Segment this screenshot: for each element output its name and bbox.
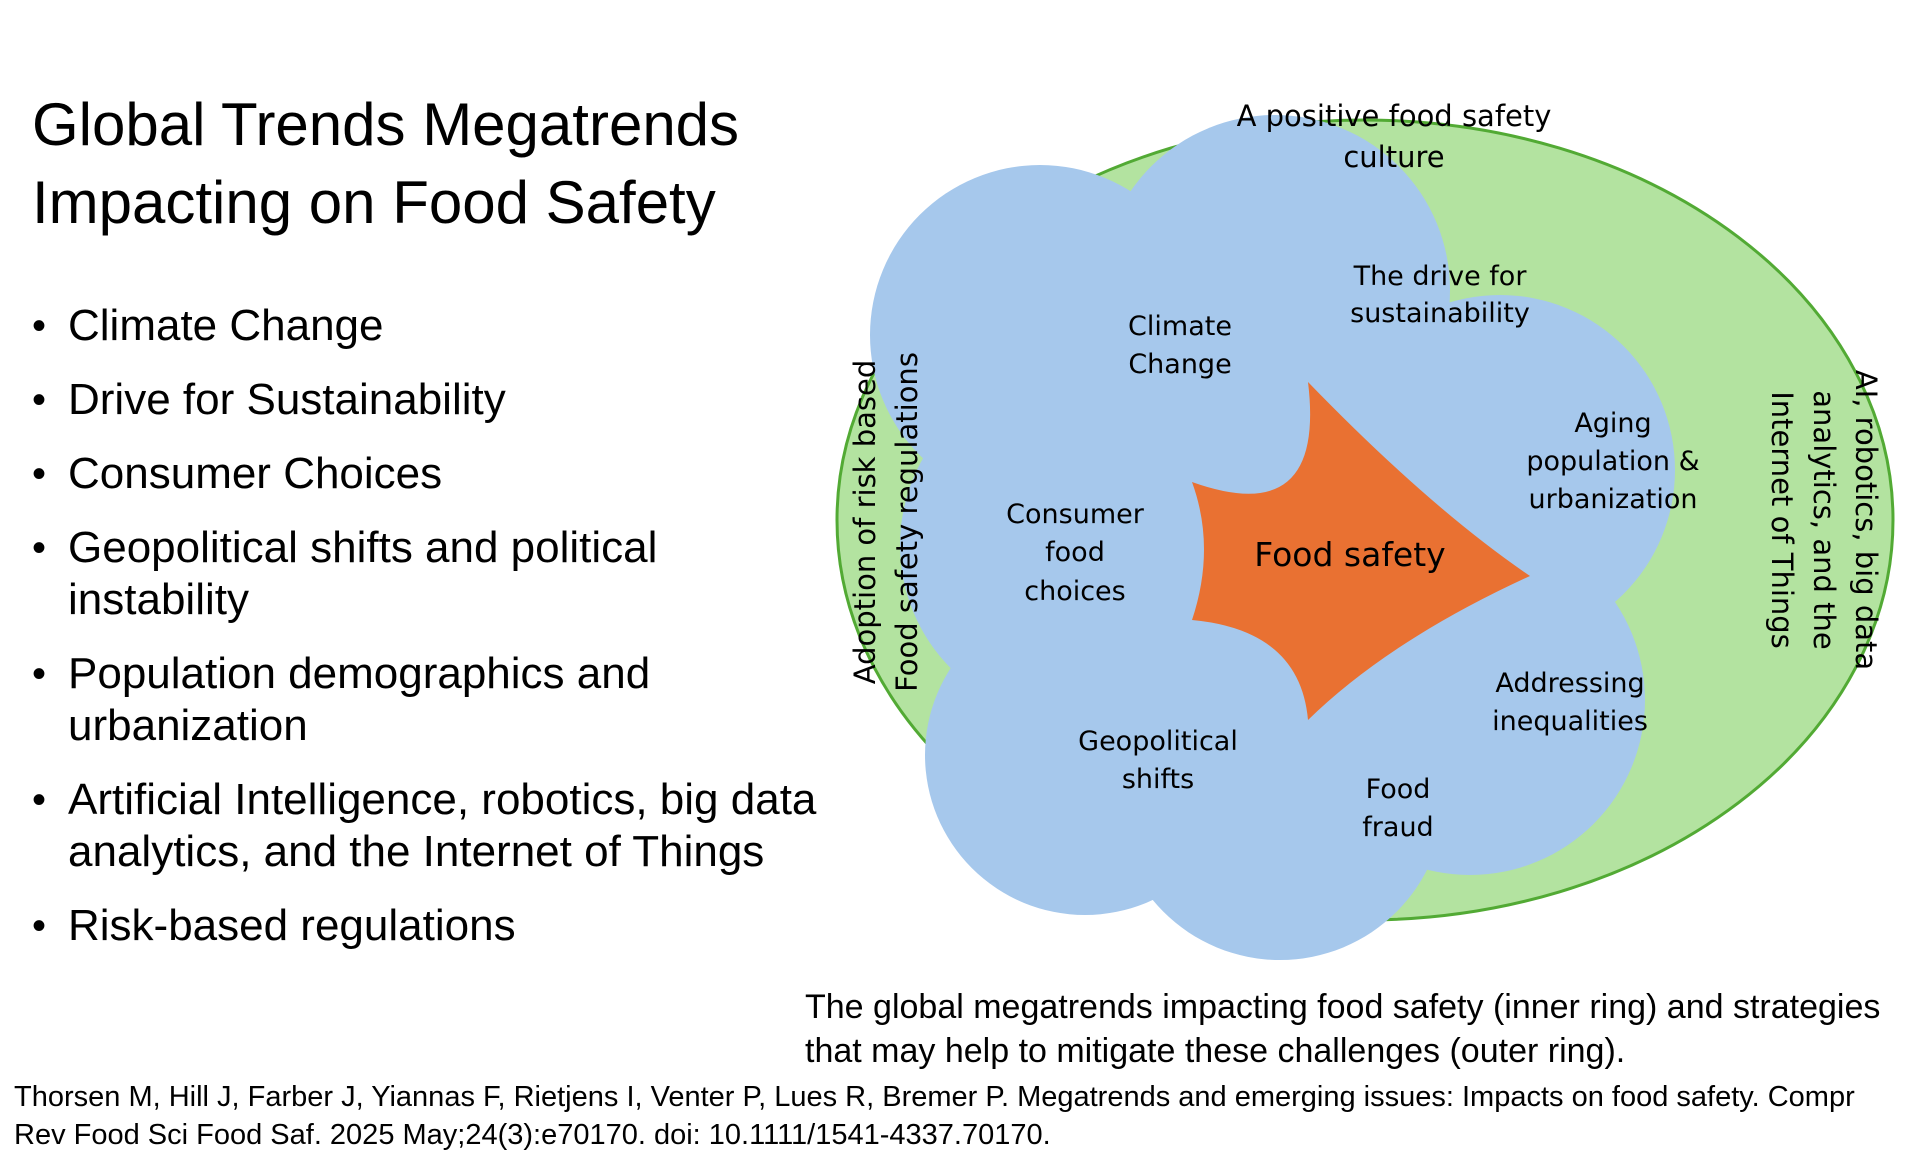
label-line: Food	[1366, 774, 1431, 805]
label-climate-change: Climate Change	[1128, 311, 1232, 380]
label-aging: Aging population & urbanization	[1526, 408, 1699, 515]
megatrends-bullet-list: • Climate Change • Drive for Sustainabil…	[30, 300, 930, 974]
label-line: The drive for	[1353, 261, 1528, 292]
bullet-population: • Population demographics and urbanizati…	[30, 648, 930, 752]
bullet-text: Geopolitical shifts and political	[68, 523, 658, 572]
label-line: Change	[1128, 349, 1231, 380]
label-line: population &	[1526, 446, 1699, 477]
label-ai-robotics: AI, robotics, big data analytics, and th…	[1765, 370, 1883, 670]
bullet-dot: •	[32, 652, 47, 696]
label-line: Geopolitical	[1078, 726, 1238, 757]
label-line: food	[1045, 537, 1105, 568]
label-inequalities: Addressing inequalities	[1492, 668, 1648, 737]
inner-ring-cloud	[870, 115, 1675, 960]
label-line: A positive food safety	[1237, 99, 1552, 133]
bullet-dot: •	[32, 778, 47, 822]
label-line: Adoption of risk based	[848, 360, 882, 684]
center-label: Food safety	[1254, 535, 1445, 574]
bullet-dot: •	[32, 304, 47, 348]
label-line: Consumer	[1006, 499, 1145, 530]
label-line: shifts	[1122, 764, 1194, 795]
food-safety-star	[1192, 382, 1530, 720]
bullet-text: Population demographics and	[68, 649, 651, 698]
slide-title: Global Trends Megatrends Impacting on Fo…	[32, 86, 892, 242]
label-line: choices	[1024, 576, 1126, 607]
bullet-text: Climate Change	[68, 301, 384, 350]
bullet-dot: •	[32, 526, 47, 570]
label-line: culture	[1343, 140, 1444, 174]
bullet-text: Risk-based regulations	[68, 901, 516, 950]
label-line: Internet of Things	[1765, 391, 1799, 649]
label-sustainability: The drive for sustainability	[1350, 261, 1530, 329]
label-line: sustainability	[1350, 298, 1530, 329]
title-line-1: Global Trends Megatrends	[32, 91, 740, 158]
bullet-climate-change: • Climate Change	[30, 300, 930, 352]
label-line: inequalities	[1492, 706, 1648, 737]
label-line: Aging	[1574, 408, 1651, 439]
bullet-ai: • Artificial Intelligence, robotics, big…	[30, 774, 930, 878]
label-line: Climate	[1128, 311, 1232, 342]
label-line: fraud	[1362, 812, 1433, 843]
label-consumer: Consumer food choices	[1006, 499, 1145, 607]
bullet-text: analytics, and the Internet of Things	[68, 827, 765, 876]
bullet-text: urbanization	[68, 701, 308, 750]
label-line: AI, robotics, big data	[1849, 370, 1883, 670]
bullet-consumer-choices: • Consumer Choices	[30, 448, 930, 500]
figure-caption: The global megatrends impacting food saf…	[805, 988, 1881, 1070]
bullet-text: Artificial Intelligence, robotics, big d…	[68, 775, 817, 824]
bullet-dot: •	[32, 452, 47, 496]
bullet-regulations: • Risk-based regulations	[30, 900, 930, 952]
citation: Thorsen M, Hill J, Farber J, Yiannas F, …	[14, 1081, 1855, 1151]
bullet-text: Consumer Choices	[68, 449, 443, 498]
title-line-2: Impacting on Food Safety	[32, 169, 716, 236]
label-food-safety-culture: A positive food safety culture	[1237, 99, 1552, 174]
bullet-dot: •	[32, 378, 47, 422]
label-line: analytics, and the	[1807, 390, 1841, 649]
bullet-text: Drive for Sustainability	[68, 375, 506, 424]
label-line: Addressing	[1495, 668, 1644, 699]
bullet-dot: •	[32, 904, 47, 948]
label-food-fraud: Food fraud	[1362, 774, 1433, 843]
bullet-text: instability	[68, 575, 249, 624]
megatrends-diagram: Food safety Climate Change The drive for…	[835, 99, 1895, 960]
bullet-geopolitical: • Geopolitical shifts and political inst…	[30, 522, 930, 626]
label-geopolitical: Geopolitical shifts	[1078, 726, 1238, 795]
label-line: Food safety regulations	[890, 352, 924, 692]
label-risk-based-regulations: Adoption of risk based Food safety regul…	[848, 352, 924, 692]
bullet-sustainability: • Drive for Sustainability	[30, 374, 930, 426]
label-line: urbanization	[1529, 484, 1698, 515]
